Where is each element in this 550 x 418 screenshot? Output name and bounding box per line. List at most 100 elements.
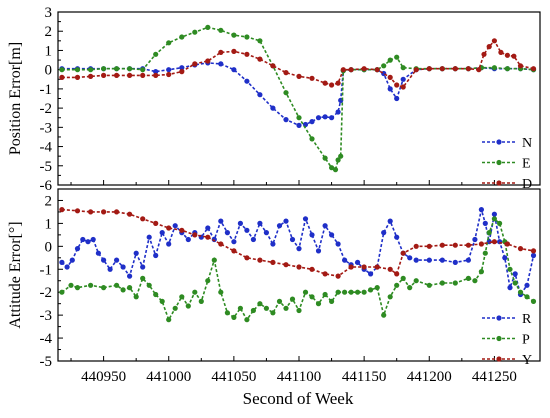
data-point [231, 67, 237, 73]
legend-entry: D [482, 177, 532, 192]
x-tick-label: 441150 [342, 369, 386, 385]
data-point [355, 259, 361, 265]
data-point [472, 278, 478, 284]
data-point [504, 66, 510, 72]
data-point [486, 230, 492, 236]
data-point [140, 264, 146, 270]
data-point [374, 264, 380, 270]
data-point [90, 236, 96, 243]
data-point [491, 239, 497, 245]
y-tick-label: 3 [45, 5, 53, 21]
data-point [315, 248, 322, 254]
data-point [205, 225, 211, 231]
data-point [329, 165, 335, 171]
data-point [309, 232, 315, 238]
data-point [512, 271, 518, 277]
data-point [309, 75, 315, 81]
legend-entry: N [482, 136, 532, 151]
data-point [276, 223, 283, 229]
x-tick-label: 441250 [472, 369, 517, 385]
data-point [491, 216, 497, 222]
data-point [68, 282, 74, 288]
data-point [192, 232, 198, 238]
data-point [368, 271, 374, 277]
data-point [59, 207, 65, 213]
series-line [61, 26, 534, 171]
data-point [153, 220, 159, 226]
data-point [374, 67, 380, 73]
data-point [95, 250, 101, 256]
data-point [127, 66, 133, 72]
data-point [244, 51, 250, 57]
x-tick-label: 441100 [277, 369, 321, 385]
data-point [185, 303, 191, 309]
data-point [426, 257, 432, 263]
data-point [218, 241, 224, 247]
data-point [166, 71, 172, 78]
x-tick-label: 441200 [407, 369, 452, 385]
data-point [159, 298, 165, 304]
data-point [387, 74, 393, 80]
legend-label: D [522, 177, 532, 192]
data-point [491, 65, 497, 71]
data-point [322, 114, 328, 120]
data-point [381, 312, 387, 318]
data-point [394, 95, 400, 102]
legend-entry: P [482, 333, 530, 348]
data-point [192, 29, 198, 35]
data-point [263, 305, 269, 311]
data-point [179, 65, 185, 71]
data-point [146, 234, 152, 240]
data-point [244, 34, 250, 40]
data-point [413, 67, 419, 73]
data-point [296, 307, 302, 314]
data-point [309, 136, 315, 142]
data-point [452, 66, 458, 72]
data-point [114, 209, 120, 215]
data-point [302, 216, 309, 222]
data-point [140, 216, 146, 222]
data-point [59, 289, 65, 295]
data-point [342, 257, 348, 263]
data-point [329, 115, 335, 121]
data-point [439, 66, 445, 72]
data-point [322, 223, 328, 229]
series-R [59, 207, 537, 298]
data-point [394, 271, 400, 277]
data-point [198, 298, 204, 304]
data-point [59, 259, 65, 265]
data-point [361, 289, 367, 295]
data-point [270, 310, 276, 316]
data-point [101, 209, 107, 215]
data-point [237, 305, 243, 311]
data-point [244, 227, 250, 233]
data-point [452, 259, 458, 265]
data-point [348, 67, 354, 73]
data-point [205, 278, 211, 284]
data-point [179, 69, 185, 75]
data-point [511, 53, 517, 59]
data-point [524, 282, 530, 288]
data-point [426, 243, 432, 249]
data-point [439, 242, 445, 248]
data-point [179, 294, 185, 300]
legend-entry: Y [482, 353, 532, 368]
data-point [329, 298, 335, 304]
data-point [185, 236, 191, 243]
data-point [263, 230, 269, 236]
data-point [413, 278, 419, 284]
data-point [309, 266, 315, 272]
data-point [257, 56, 263, 62]
data-point [309, 294, 315, 300]
data-point [88, 67, 94, 73]
legend-marker [496, 335, 502, 342]
data-point [283, 218, 289, 224]
data-point [244, 317, 250, 323]
data-point [257, 38, 263, 44]
data-point [335, 289, 341, 295]
data-point [413, 257, 419, 263]
data-point [315, 301, 322, 307]
data-point [507, 266, 513, 272]
data-point [211, 257, 217, 263]
